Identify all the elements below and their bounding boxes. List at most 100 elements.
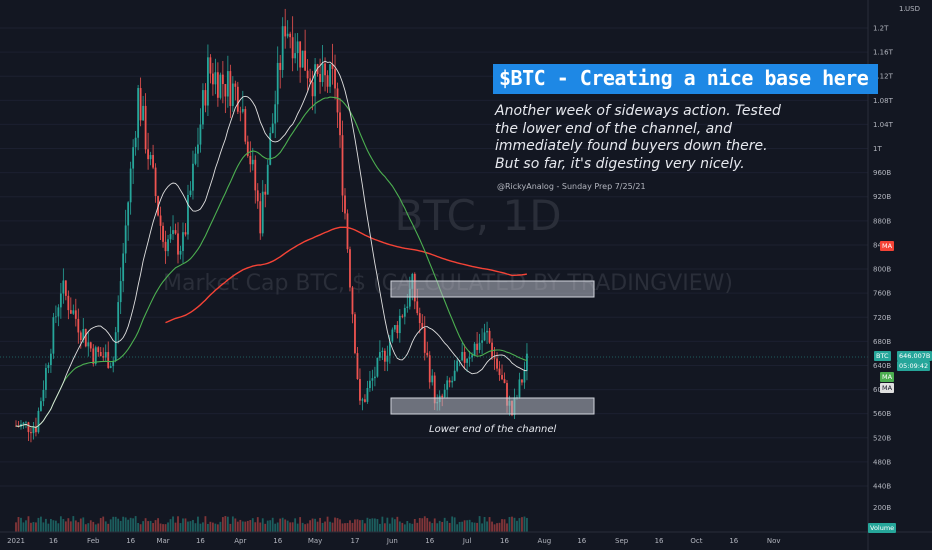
- volume-bar-39: [112, 516, 115, 532]
- candle-97: [256, 183, 259, 209]
- candle-81: [216, 62, 219, 107]
- volume-bar-144: [374, 518, 376, 532]
- candle-202: [518, 372, 521, 399]
- candle-80: [214, 58, 217, 95]
- volume-bar-73: [197, 516, 199, 532]
- candle-88: [234, 80, 237, 101]
- candle-204: [523, 361, 526, 389]
- volume-bar-156: [403, 524, 406, 532]
- time-tick-6: Apr: [234, 537, 246, 545]
- candle-141: [366, 380, 369, 404]
- time-tick-17: 16: [655, 537, 664, 545]
- candle-118: [309, 68, 312, 85]
- price-tick-2: 1.12T: [873, 73, 894, 81]
- volume-bar-151: [391, 517, 394, 532]
- candle-22: [69, 297, 72, 314]
- price-tick-6: 960B: [873, 169, 891, 177]
- volume-bar-15: [52, 520, 55, 532]
- volume-bar-58: [159, 523, 162, 532]
- volume-bar-2: [20, 517, 22, 532]
- volume-bar-63: [172, 516, 174, 532]
- time-tick-15: 16: [577, 537, 586, 545]
- volume-bar-88: [234, 518, 237, 532]
- volume-bar-127: [331, 522, 334, 532]
- volume-bar-133: [346, 523, 349, 532]
- volume-bar-196: [503, 519, 506, 532]
- volume-bar-155: [401, 522, 404, 532]
- candle-104: [274, 90, 277, 138]
- candle-192: [493, 346, 496, 370]
- candle-53: [147, 132, 149, 170]
- volume-bar-202: [518, 518, 521, 532]
- watermark: BTC, 1D Market Cap BTC, $ (CALCULATED BY…: [163, 191, 733, 296]
- volume-bar-126: [329, 521, 331, 532]
- candle-70: [189, 181, 192, 198]
- volume-bar-34: [99, 518, 102, 532]
- time-tick-19: 16: [729, 537, 738, 545]
- last-value-tag: 646.007B: [897, 351, 932, 361]
- candle-173: [446, 375, 449, 399]
- volume-bar-59: [162, 524, 164, 532]
- candle-94: [249, 141, 252, 173]
- volume-bar-174: [448, 522, 451, 532]
- volume-bar-160: [413, 519, 416, 532]
- volume-bar-90: [239, 519, 242, 532]
- time-tick-9: 17: [351, 537, 360, 545]
- candle-71: [192, 150, 194, 200]
- volume-bar-67: [182, 518, 184, 532]
- volume-bar-186: [478, 516, 481, 532]
- volume-bar-199: [511, 516, 513, 532]
- volume-bar-95: [251, 518, 254, 532]
- volume-bar-94: [249, 520, 252, 532]
- candle-131: [341, 120, 344, 213]
- candle-203: [521, 379, 523, 386]
- volume-bar-177: [456, 524, 459, 532]
- volume-bar-82: [219, 521, 222, 532]
- candle-139: [361, 397, 364, 411]
- candle-24: [74, 298, 77, 327]
- candle-99: [261, 180, 264, 237]
- candle-29: [87, 332, 90, 357]
- price-tick-4: 1.04T: [873, 121, 894, 129]
- volume-bar-98: [259, 522, 262, 532]
- volume-bar-87: [231, 516, 234, 532]
- watermark-symbol: BTC, 1D: [394, 191, 561, 240]
- volume-bar-165: [426, 518, 429, 532]
- candle-189: [486, 321, 488, 344]
- volume-bar-86: [229, 523, 232, 532]
- candle-84: [224, 83, 227, 114]
- volume-tag: Volume: [868, 523, 897, 533]
- volume-bar-190: [488, 517, 491, 532]
- candle-177: [456, 358, 459, 373]
- volume-bar-193: [496, 523, 498, 532]
- volume-bar-135: [351, 522, 354, 532]
- volume-bar-29: [87, 523, 90, 532]
- volume-bar-175: [451, 516, 454, 532]
- volume-bar-112: [294, 518, 297, 532]
- candle-164: [423, 316, 426, 361]
- volume-bar-51: [142, 521, 145, 532]
- candle-181: [466, 358, 469, 372]
- volume-bar-188: [483, 516, 486, 532]
- volume-bar-75: [202, 522, 204, 532]
- candle-9: [37, 407, 40, 434]
- candle-45: [127, 201, 130, 241]
- candle-68: [184, 223, 187, 237]
- volume-bar-103: [271, 517, 274, 532]
- ma-long-line: [165, 226, 528, 324]
- time-tick-4: Mar: [156, 537, 169, 545]
- volume-bar-201: [516, 520, 518, 532]
- candle-126: [329, 64, 331, 94]
- volume-bar-16: [54, 520, 57, 532]
- volume-bar-138: [359, 520, 361, 532]
- candle-43: [122, 242, 125, 293]
- candle-166: [428, 351, 431, 389]
- candle-109: [286, 20, 289, 39]
- candle-137: [356, 347, 359, 380]
- candle-55: [152, 144, 154, 170]
- volume-bar-12: [45, 518, 47, 532]
- candle-142: [369, 371, 371, 392]
- time-axis[interactable]: 2021 16 Feb 16 Mar 16 Apr 16 May 17 Jun 16 Jul 16 Aug 1…: [7, 537, 780, 545]
- price-axis[interactable]: USD 1. 200B 1.2T 1.16T 1.12T 1.08T 1.04T 1T 96…: [873, 5, 920, 512]
- volume-bar-40: [114, 516, 117, 532]
